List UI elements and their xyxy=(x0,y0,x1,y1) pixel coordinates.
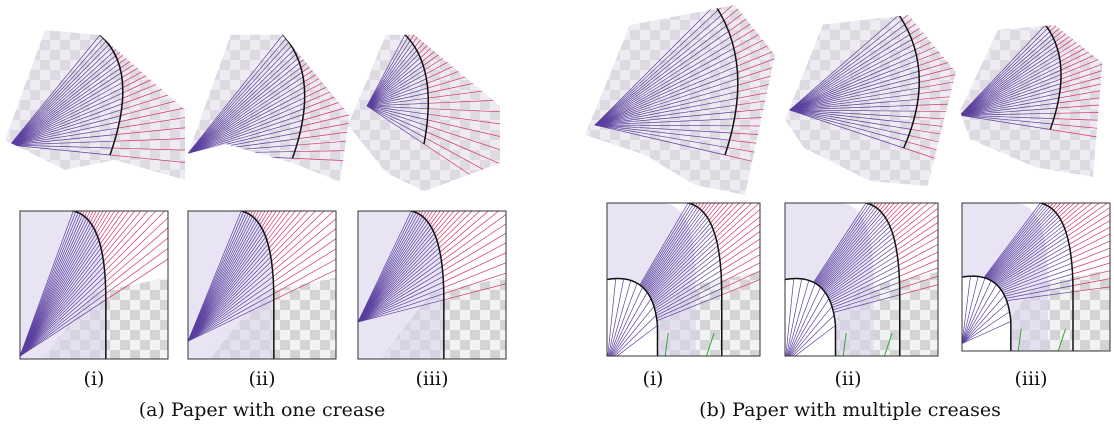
pink-ruling xyxy=(286,0,360,38)
pink-ruling xyxy=(300,0,388,63)
pink-ruling xyxy=(114,0,203,52)
folded-paper xyxy=(348,0,533,202)
pink-ruling xyxy=(289,0,366,42)
pink-ruling xyxy=(294,0,376,50)
pink-ruling xyxy=(103,0,182,38)
paper-tint xyxy=(5,30,185,180)
pink-ruling xyxy=(1048,0,1114,28)
pink-ruling xyxy=(123,24,228,82)
sub-label: (ii) xyxy=(835,368,862,390)
pink-ruling xyxy=(415,0,481,47)
pink-ruling xyxy=(1052,0,1114,35)
sub-label: (iii) xyxy=(415,368,448,390)
pink-ruling xyxy=(1046,0,1111,25)
pink-ruling xyxy=(426,24,518,74)
caption: (b) Paper with multiple creases xyxy=(699,399,1001,421)
pink-ruling xyxy=(408,0,461,38)
folded-paper xyxy=(960,0,1114,177)
pink-ruling xyxy=(116,0,208,56)
pink-ruling xyxy=(902,0,991,20)
caption: (a) Paper with one crease xyxy=(139,399,385,421)
pink-ruling xyxy=(291,0,370,46)
pink-ruling xyxy=(907,0,1001,30)
pink-ruling xyxy=(120,0,218,68)
pink-ruling xyxy=(121,8,222,73)
pink-ruling xyxy=(106,0,188,41)
pink-ruling xyxy=(100,0,176,35)
pink-ruling xyxy=(410,0,468,41)
sub-label: (iii) xyxy=(1014,368,1047,390)
folded-paper xyxy=(5,0,237,180)
paper-tint xyxy=(785,15,956,186)
pink-ruling xyxy=(715,0,800,5)
pink-ruling xyxy=(119,0,215,64)
pink-ruling xyxy=(424,14,512,70)
sub-label: (i) xyxy=(643,368,664,390)
pink-ruling xyxy=(417,0,487,50)
pink-ruling xyxy=(109,0,193,45)
pink-ruling xyxy=(413,0,475,44)
pink-ruling xyxy=(111,0,198,48)
pink-ruling xyxy=(123,33,230,87)
pink-ruling xyxy=(419,0,493,54)
pink-ruling xyxy=(283,0,354,35)
pink-ruling xyxy=(296,0,380,54)
pink-ruling xyxy=(899,0,985,15)
pink-ruling xyxy=(405,0,454,35)
pink-ruling xyxy=(423,5,508,66)
pink-ruling xyxy=(117,0,211,60)
sub-label: (ii) xyxy=(249,368,276,390)
pink-ruling xyxy=(122,16,225,78)
paper-tint xyxy=(585,5,775,195)
sub-label: (i) xyxy=(84,368,105,390)
figure: (i) (ii) (iii) (a) Paper with one crease… xyxy=(0,0,1114,428)
pink-ruling xyxy=(1050,0,1114,32)
pink-ruling xyxy=(298,0,384,58)
pink-ruling xyxy=(912,0,1011,40)
paper-tint xyxy=(348,35,500,192)
pink-ruling xyxy=(910,0,1006,35)
pink-ruling xyxy=(905,0,997,25)
pink-ruling xyxy=(420,0,498,58)
